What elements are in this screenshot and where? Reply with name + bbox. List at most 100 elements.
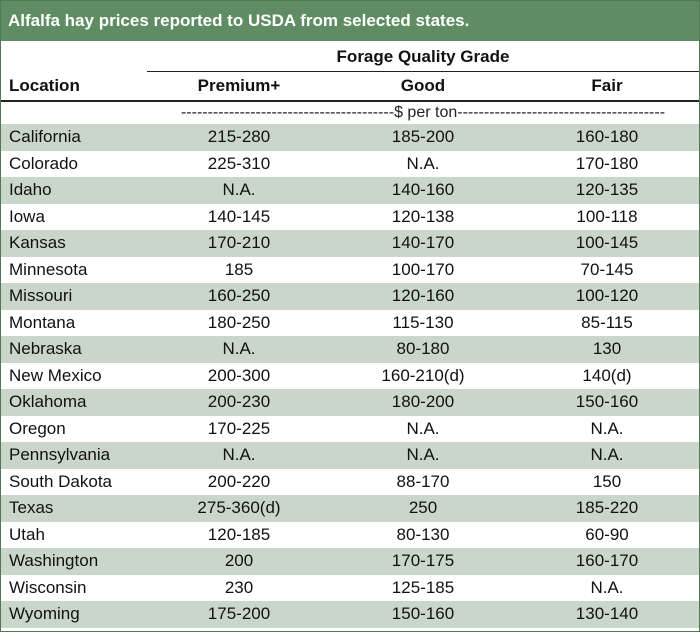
location-cell: Nebraska xyxy=(9,339,82,358)
location-cell: Colorado xyxy=(9,153,78,173)
fair-cell: 70-145 xyxy=(580,259,634,279)
premium-cell: 200-220 xyxy=(207,471,271,491)
premium-cell: 170-210 xyxy=(207,233,271,252)
table-row: Nebraska N.A. 80-180 130 xyxy=(1,336,699,363)
premium-cell: 180-250 xyxy=(207,312,271,332)
table-row: New Mexico 200-300 160-210(d) 140(d) xyxy=(1,363,699,390)
premium-cell: 200-300 xyxy=(207,365,271,385)
table-row: Minnesota 185 100-170 70-145 xyxy=(1,257,699,284)
table-row: Oklahoma 200-230 180-200 150-160 xyxy=(1,389,699,416)
location-cell: Missouri xyxy=(9,286,73,305)
fair-cell: 185-220 xyxy=(575,498,639,517)
table-row: Wyoming 175-200 150-160 130-140 xyxy=(1,601,699,628)
location-cell: Montana xyxy=(9,312,76,332)
fair-cell: 170-180 xyxy=(575,153,639,173)
fair-cell: 120-135 xyxy=(575,180,639,199)
fair-cell: N.A. xyxy=(590,577,624,597)
premium-cell: N.A. xyxy=(222,180,256,199)
fair-cell: 100-118 xyxy=(576,206,638,226)
premium-cell: 200 xyxy=(224,551,254,570)
location-cell: Wyoming xyxy=(9,604,80,623)
premium-cell: 225-310 xyxy=(207,153,271,173)
fair-cell: 160-180 xyxy=(575,127,639,146)
location-cell: New Mexico xyxy=(9,365,102,385)
location-header: Location xyxy=(9,76,80,95)
location-cell: South Dakota xyxy=(9,471,113,491)
fair-cell: 85-115 xyxy=(581,312,633,332)
table-row: Colorado 225-310 N.A. 170-180 xyxy=(1,151,699,178)
location-cell: Washington xyxy=(9,551,99,570)
premium-cell: 230 xyxy=(224,577,254,597)
good-cell: 160-210(d) xyxy=(381,365,465,385)
good-cell: 150-160 xyxy=(391,604,455,623)
good-cell: 80-130 xyxy=(396,524,450,544)
premium-cell: 160-250 xyxy=(207,286,271,305)
fair-cell: N.A. xyxy=(590,418,624,438)
location-cell: Kansas xyxy=(9,233,66,252)
table-row: Idaho N.A. 140-160 120-135 xyxy=(1,177,699,204)
good-cell: 250 xyxy=(408,498,438,517)
premium-cell: 215-280 xyxy=(207,127,271,146)
good-cell: 125-185 xyxy=(391,577,455,597)
good-cell: 100-170 xyxy=(391,259,455,279)
good-cell: 80-180 xyxy=(396,339,450,358)
good-cell: N.A. xyxy=(406,445,440,464)
table-row: Texas 275-360(d) 250 185-220 xyxy=(1,495,699,522)
good-cell: 185-200 xyxy=(391,127,455,146)
fair-cell: N.A. xyxy=(590,445,624,464)
premium-cell: 275-360(d) xyxy=(197,498,281,517)
header-divider xyxy=(1,100,699,102)
premium-cell: 185 xyxy=(224,259,254,279)
location-cell: Texas xyxy=(9,498,54,517)
table-row: California 215-280 185-200 160-180 xyxy=(1,124,699,151)
fair-cell: 60-90 xyxy=(585,524,629,544)
premium-cell: 170-225 xyxy=(207,418,271,438)
group-header-rule xyxy=(147,71,699,72)
good-cell: 88-170 xyxy=(396,471,450,491)
fair-cell: 100-145 xyxy=(575,233,639,252)
good-cell: 140-160 xyxy=(391,180,455,199)
good-header: Good xyxy=(400,76,446,95)
premium-cell: 120-185 xyxy=(207,524,271,544)
fair-cell: 150 xyxy=(592,471,622,491)
table-row: Kansas 170-210 140-170 100-145 xyxy=(1,230,699,257)
location-cell: Idaho xyxy=(9,180,52,199)
fair-cell: 130-140 xyxy=(575,604,639,623)
good-cell: 120-160 xyxy=(391,286,455,305)
location-cell: Pennsylvania xyxy=(9,445,111,464)
table-row: Utah 120-185 80-130 60-90 xyxy=(1,522,699,549)
good-cell: N.A. xyxy=(406,418,440,438)
premium-cell: 140-145 xyxy=(207,206,271,226)
good-cell: N.A. xyxy=(406,153,440,173)
premium-cell: 200-230 xyxy=(207,392,271,411)
units-label: ----------------------------------------… xyxy=(180,104,666,121)
location-cell: Minnesota xyxy=(9,259,88,279)
table-row: Pennsylvania N.A. N.A. N.A. xyxy=(1,442,699,469)
premium-cell: N.A. xyxy=(222,339,256,358)
premium-cell: 175-200 xyxy=(207,604,271,623)
table-row: Wisconsin 230 125-185 N.A. xyxy=(1,575,699,602)
location-cell: Oregon xyxy=(9,418,66,438)
good-cell: 170-175 xyxy=(391,551,455,570)
column-group-header: Forage Quality Grade xyxy=(336,47,510,66)
premium-header: Premium+ xyxy=(197,76,281,95)
premium-cell: N.A. xyxy=(222,445,256,464)
location-cell: California xyxy=(9,127,81,146)
good-cell: 120-138 xyxy=(391,206,455,226)
good-cell: 115-130 xyxy=(392,312,454,332)
fair-cell: 100-120 xyxy=(575,286,639,305)
fair-header: Fair xyxy=(591,76,623,95)
fair-cell: 160-170 xyxy=(575,551,639,570)
table-row: Iowa 140-145 120-138 100-118 xyxy=(1,204,699,231)
fair-cell: 150-160 xyxy=(575,392,639,411)
good-cell: 140-170 xyxy=(391,233,455,252)
fair-cell: 140(d) xyxy=(582,365,632,385)
table-row: South Dakota 200-220 88-170 150 xyxy=(1,469,699,496)
location-cell: Oklahoma xyxy=(9,392,87,411)
location-cell: Utah xyxy=(9,524,45,544)
table-title: Alfalfa hay prices reported to USDA from… xyxy=(1,1,699,41)
table-row: Montana 180-250 115-130 85-115 xyxy=(1,310,699,337)
table-body: California 215-280 185-200 160-180 Colorado 2… xyxy=(1,124,699,628)
fair-cell: 130 xyxy=(592,339,622,358)
